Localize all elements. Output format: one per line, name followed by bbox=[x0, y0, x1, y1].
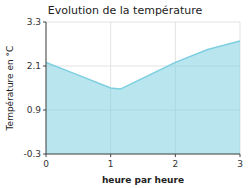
line bbox=[46, 41, 240, 89]
chart-container: -0.3 0.9 2.1 3.3 0 1 2 3 Evolution de la tempéra… bbox=[0, 0, 250, 188]
x-tick bbox=[240, 154, 241, 157]
y-tick bbox=[43, 66, 46, 67]
grid-line-y bbox=[46, 154, 240, 155]
x-tick bbox=[46, 154, 47, 157]
y-tick-label: -0.3 bbox=[23, 149, 41, 159]
x-axis-label: heure par heure bbox=[102, 175, 184, 185]
x-axis-line bbox=[46, 154, 240, 155]
title: Evolution de la température bbox=[48, 4, 203, 17]
x-tick-label: 0 bbox=[43, 159, 49, 169]
grid-line-y bbox=[46, 22, 240, 23]
y-tick bbox=[43, 22, 46, 23]
plot-area bbox=[46, 41, 240, 154]
x-tick bbox=[110, 154, 111, 157]
x-tick-label: 2 bbox=[172, 159, 178, 169]
x-tick-label: 3 bbox=[237, 159, 243, 169]
grid bbox=[46, 22, 240, 154]
y-axis-line bbox=[46, 22, 47, 154]
y-tick-label: 3.3 bbox=[27, 17, 41, 27]
y-axis-label: Température en °C bbox=[5, 46, 15, 132]
y-tick-label: 2.1 bbox=[27, 61, 41, 71]
x-tick-label: 1 bbox=[108, 159, 114, 169]
grid-line-x bbox=[46, 22, 47, 154]
area bbox=[46, 41, 240, 154]
y-tick-label: 0.9 bbox=[27, 105, 42, 115]
x-tick bbox=[175, 154, 176, 157]
axes: -0.3 0.9 2.1 3.3 0 1 2 3 bbox=[23, 17, 242, 170]
chart: -0.3 0.9 2.1 3.3 0 1 2 3 Evolution de la tempéra… bbox=[0, 0, 250, 188]
y-tick bbox=[43, 110, 46, 111]
